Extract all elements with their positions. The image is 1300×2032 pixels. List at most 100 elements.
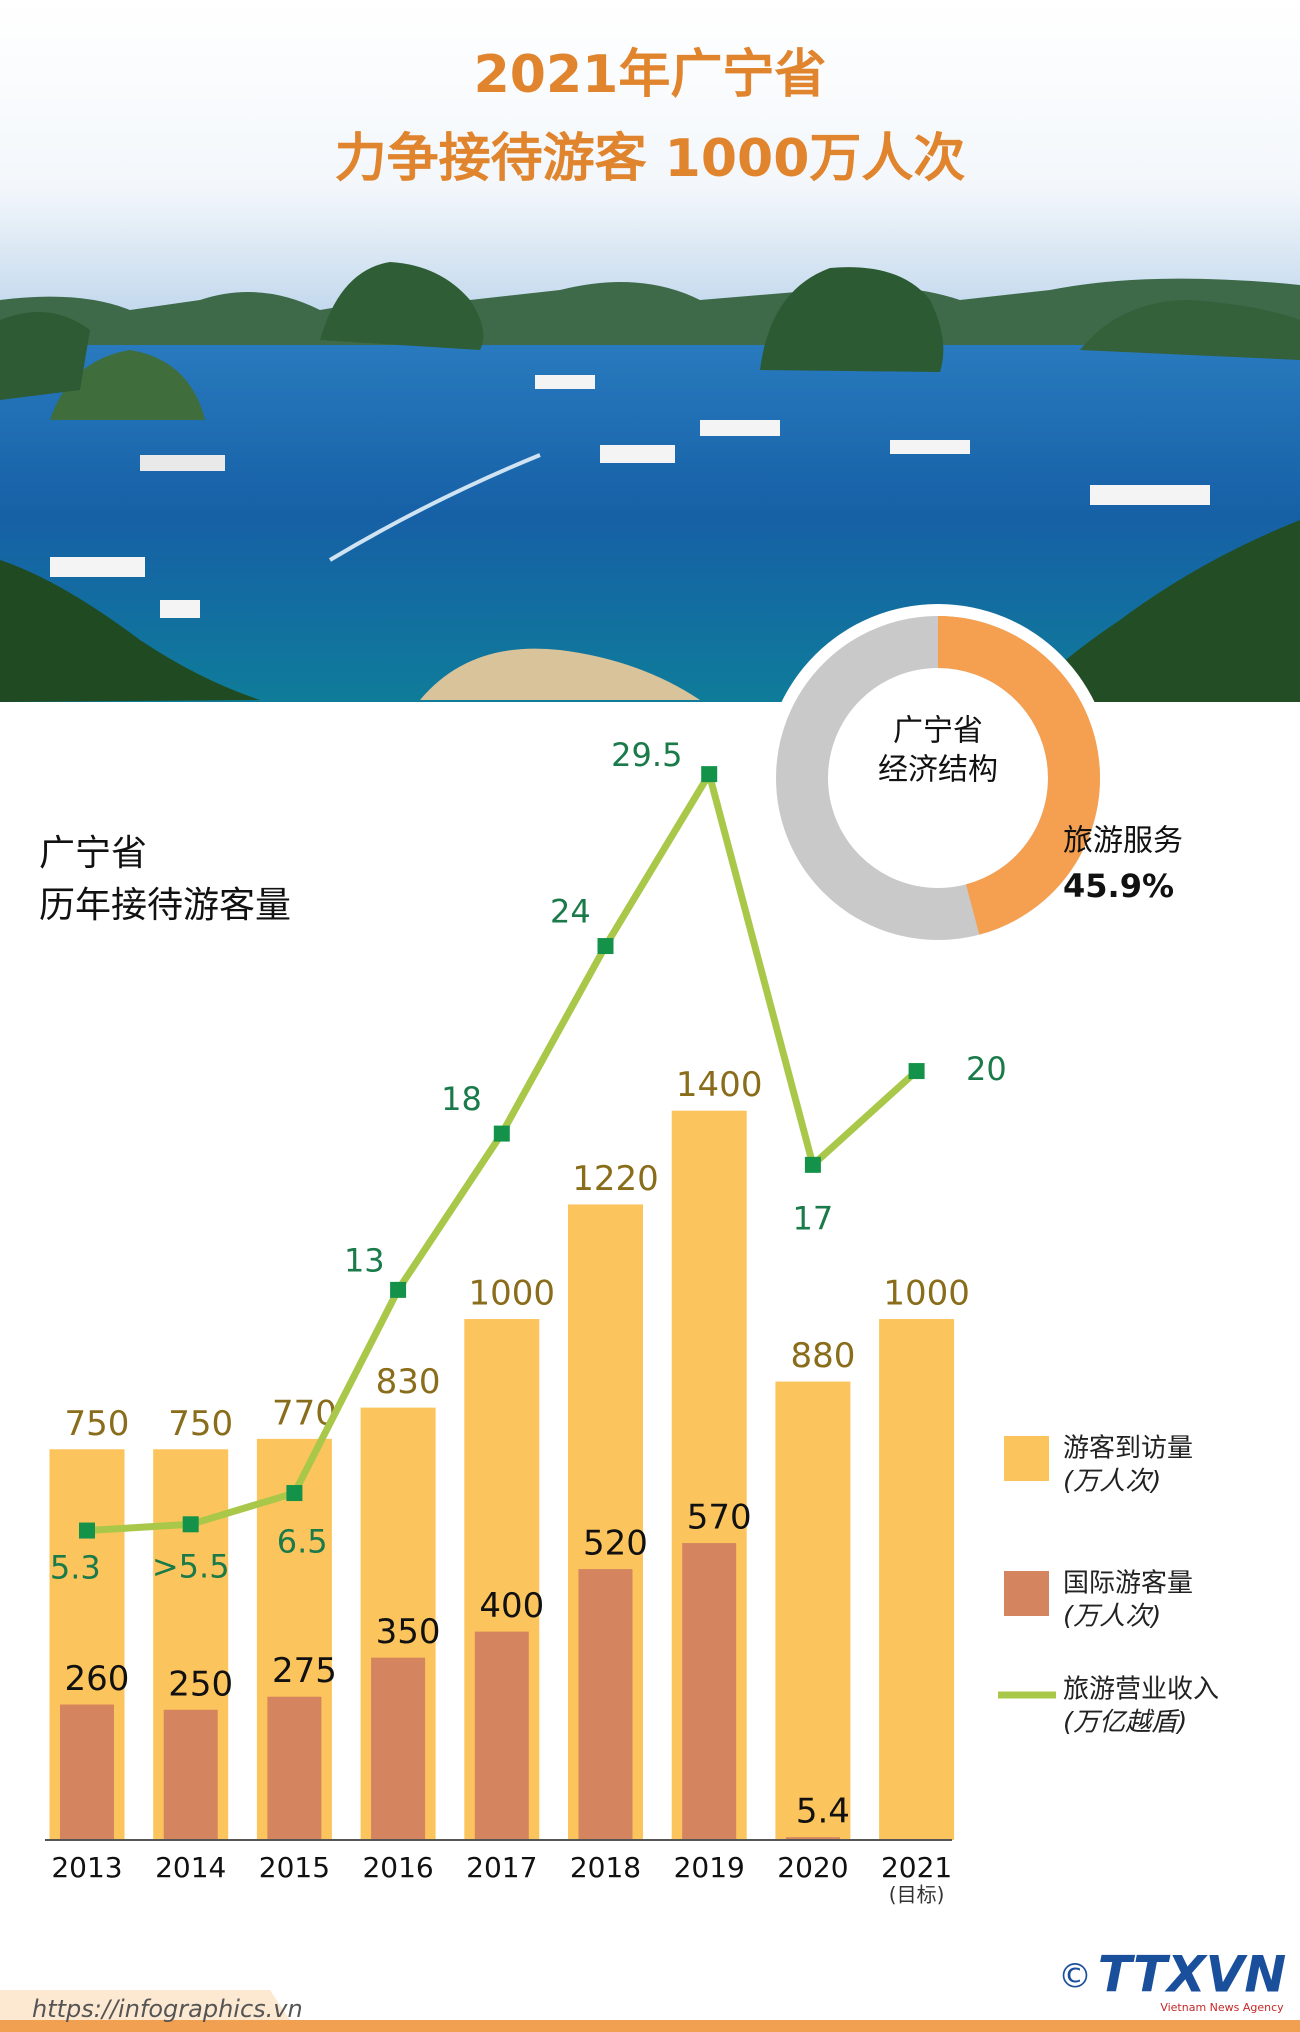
line-value-label: 17 — [793, 1200, 834, 1238]
boat — [535, 375, 595, 389]
line-point — [701, 766, 718, 783]
line-value-label: 6.5 — [277, 1523, 328, 1561]
x-tick-label: 2015 — [259, 1851, 330, 1884]
line-value-label: 20 — [966, 1050, 1007, 1088]
boat — [160, 600, 200, 618]
footer-url: https://infographics.vn — [32, 1995, 303, 2023]
island — [320, 262, 484, 350]
line-point — [286, 1485, 303, 1502]
line-value-label: 18 — [441, 1080, 482, 1118]
bar — [474, 1631, 529, 1840]
value-label: 260 — [65, 1659, 130, 1699]
value-label: 5.4 — [796, 1792, 850, 1832]
line-value-label: 24 — [550, 893, 591, 931]
sea — [0, 330, 1300, 702]
footer-strip — [0, 2020, 1300, 2032]
boat — [700, 420, 780, 436]
line-point — [79, 1522, 95, 1539]
island — [0, 312, 90, 400]
x-tick-label: 2017 — [466, 1851, 537, 1884]
legend-label: 游客到访量 — [1063, 1434, 1193, 1464]
x-tick-label: 2016 — [362, 1851, 433, 1884]
logo-agency: Vietnam News Agency — [1160, 2001, 1284, 2014]
value-label: 1220 — [572, 1159, 659, 1199]
line-point — [182, 1516, 199, 1533]
x-tick-label: 2014 — [155, 1851, 226, 1884]
line-value-label: 29.5 — [611, 736, 682, 774]
footer-band — [0, 1990, 290, 2020]
value-label: 830 — [376, 1362, 441, 1402]
line-value-label: >5.5 — [152, 1548, 230, 1586]
photo — [0, 0, 1300, 702]
line-point — [597, 938, 614, 955]
footer: https://infographics.vn © TTXVN Vietnam … — [0, 1946, 1300, 2032]
boat — [890, 440, 970, 454]
legend-unit: (万人次) — [1063, 1602, 1161, 1632]
x-tick-label: 2021 — [881, 1851, 952, 1884]
value-label: 750 — [168, 1404, 233, 1444]
bar — [267, 1696, 322, 1840]
bar — [163, 1709, 218, 1840]
boat — [1090, 485, 1210, 505]
island — [50, 350, 205, 420]
page-title: 力争接待游客 1000万人次 — [335, 129, 966, 189]
value-label: 250 — [168, 1664, 233, 1704]
value-label: 350 — [376, 1612, 441, 1652]
line-value-label: 5.3 — [50, 1549, 101, 1587]
bar — [578, 1569, 633, 1840]
value-label: 1000 — [469, 1274, 556, 1314]
island — [760, 267, 944, 372]
value-label: 1000 — [883, 1274, 970, 1314]
donut-segment — [937, 616, 1100, 935]
donut-value-label: 45.9% — [1063, 867, 1174, 905]
sky — [0, 0, 1300, 340]
line-value-label: 13 — [344, 1242, 385, 1280]
bar — [775, 1381, 851, 1840]
legend-label: 旅游营业收入 — [1063, 1675, 1219, 1705]
line-point — [804, 1156, 821, 1173]
value-label: 1400 — [676, 1065, 763, 1105]
x-tick-label: 2013 — [51, 1851, 122, 1884]
boat — [50, 557, 145, 577]
value-label: 750 — [65, 1404, 130, 1444]
value-label: 275 — [272, 1651, 337, 1691]
value-label: 520 — [583, 1524, 648, 1564]
value-label: 570 — [687, 1498, 752, 1538]
legend-label: 国际游客量 — [1063, 1569, 1193, 1599]
chart-title: 广宁省 — [39, 833, 147, 874]
legend-swatch — [1004, 1571, 1049, 1616]
page-title: 2021年广宁省 — [474, 45, 827, 105]
value-label: 400 — [479, 1586, 544, 1626]
bar — [60, 1704, 114, 1840]
logo: TTXVN — [1098, 1946, 1286, 2004]
island — [1080, 300, 1300, 360]
trees — [1020, 520, 1300, 702]
chart-title: 历年接待游客量 — [39, 885, 291, 926]
line-point — [390, 1281, 407, 1298]
trees — [0, 560, 260, 702]
legend-unit: (万人次) — [1063, 1467, 1161, 1497]
donut-category: 旅游服务 — [1063, 824, 1183, 859]
x-tick-label: 2018 — [570, 1851, 641, 1884]
x-tick-label: 2020 — [777, 1851, 848, 1884]
wake — [328, 453, 541, 562]
bar — [785, 1837, 840, 1840]
copyright: © — [1058, 1957, 1092, 1997]
donut-title: 经济结构 — [878, 753, 998, 788]
donut-title: 广宁省 — [893, 714, 983, 749]
value-label: 880 — [790, 1336, 855, 1376]
beach — [420, 648, 700, 700]
bar — [879, 1319, 955, 1840]
line-point — [908, 1063, 925, 1080]
legend-unit: (万亿越盾) — [1063, 1708, 1187, 1738]
bar — [371, 1657, 426, 1840]
legend-swatch — [1004, 1436, 1049, 1481]
bar — [682, 1543, 737, 1840]
boat — [140, 455, 225, 471]
x-tick-label: 2019 — [674, 1851, 745, 1884]
line-point — [493, 1125, 510, 1142]
